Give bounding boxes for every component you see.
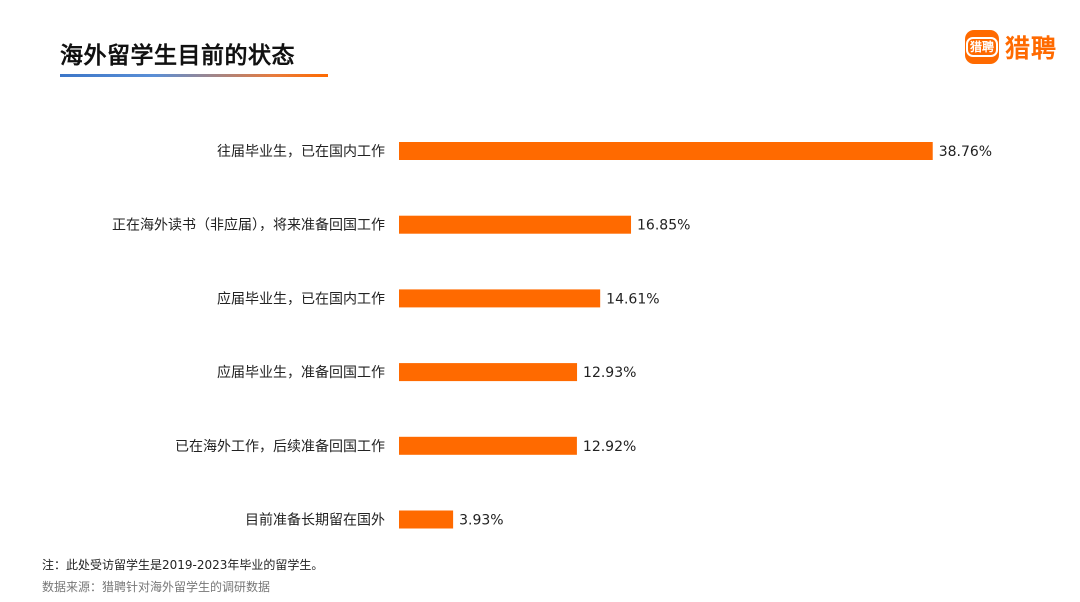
bar <box>399 436 577 455</box>
category-label: 应届毕业生，已在国内工作 <box>217 290 385 307</box>
bar <box>399 510 454 529</box>
value-label: 16.85% <box>637 218 690 234</box>
bar <box>399 142 933 160</box>
category-label: 已在海外工作，后续准备回国工作 <box>175 438 385 455</box>
page-title: 海外留学生目前的状态 <box>60 43 295 69</box>
value-label: 38.76% <box>939 144 992 160</box>
liepin-logo-icon: 猎聘 <box>965 30 999 64</box>
bar <box>399 289 601 308</box>
category-label: 正在海外读书（非应届），将来准备回国工作 <box>112 217 385 234</box>
bar <box>399 363 578 382</box>
brand-name: 猎聘 <box>1005 34 1058 63</box>
category-label: 应届毕业生，准备回国工作 <box>217 364 385 381</box>
category-label: 往届毕业生，已在国内工作 <box>217 144 385 160</box>
value-label: 14.61% <box>606 291 659 307</box>
value-label: 12.92% <box>583 439 636 455</box>
brand-logo: 猎聘 猎聘 <box>965 29 1057 65</box>
title-underline <box>60 74 328 77</box>
footnote: 注：此处受访留学生是2019-2023年毕业的留学生。 <box>42 558 324 572</box>
category-label: 目前准备长期留在国外 <box>245 512 385 529</box>
data-source: 数据来源：猎聘针对海外留学生的调研数据 <box>42 580 271 594</box>
value-label: 3.93% <box>459 513 503 529</box>
value-label: 12.93% <box>583 365 636 381</box>
bar <box>399 215 632 234</box>
logo-icon-text: 猎聘 <box>965 37 998 57</box>
